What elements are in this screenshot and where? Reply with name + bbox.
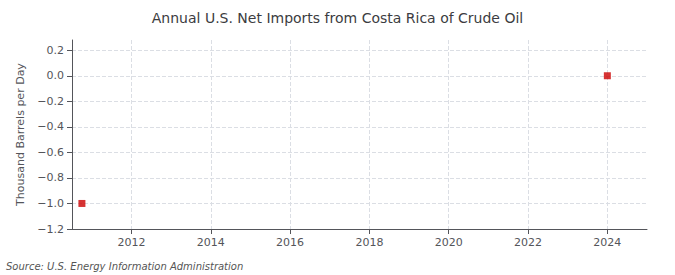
svg-text:2024: 2024 [593,236,621,249]
svg-text:2016: 2016 [276,236,304,249]
svg-text:Annual U.S. Net Imports from C: Annual U.S. Net Imports from Costa Rica … [152,10,523,26]
svg-text:−0.4: −0.4 [37,120,64,133]
svg-text:−0.8: −0.8 [37,171,64,184]
svg-text:2012: 2012 [117,236,145,249]
svg-text:0.2: 0.2 [47,44,65,57]
svg-text:−1.0: −1.0 [37,197,64,210]
svg-text:−0.2: −0.2 [37,95,64,108]
svg-text:2018: 2018 [355,236,383,249]
svg-text:−1.2: −1.2 [37,223,64,236]
svg-text:0.0: 0.0 [47,69,65,82]
svg-text:2014: 2014 [197,236,225,249]
svg-text:2020: 2020 [435,236,463,249]
svg-text:Source: U.S. Energy Informatio: Source: U.S. Energy Information Administ… [6,261,243,272]
svg-text:2022: 2022 [514,236,542,249]
svg-text:Thousand Barrels per Day: Thousand Barrels per Day [14,63,27,207]
svg-text:−0.6: −0.6 [37,146,64,159]
